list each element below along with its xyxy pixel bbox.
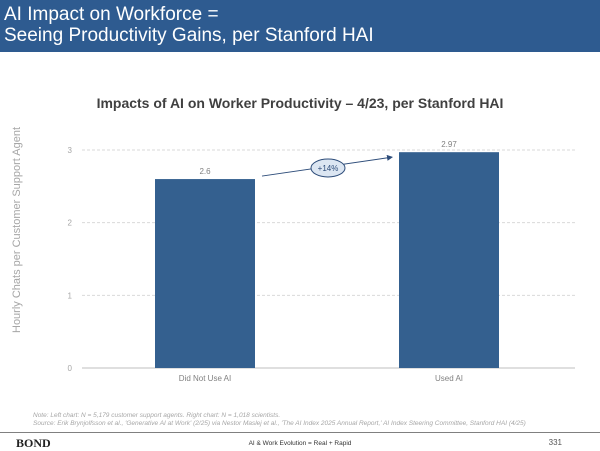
y-tick-label: 2 <box>68 219 73 228</box>
chart-title: Impacts of AI on Worker Productivity – 4… <box>96 95 504 111</box>
footer-center-text: AI & Work Evolution = Real + Rapid <box>248 440 352 447</box>
chart-note: Note: Left chart: N = 5,179 customer sup… <box>33 412 281 419</box>
footer-divider <box>0 432 600 433</box>
y-tick-label: 1 <box>68 291 73 300</box>
data-label: 2.6 <box>199 167 211 176</box>
y-tick-label: 3 <box>68 146 73 155</box>
chart-source: Source: Erik Brynjolfsson et al., 'Gener… <box>33 420 526 427</box>
x-tick-label: Used AI <box>435 374 463 383</box>
bond-logo: BOND <box>16 436 51 450</box>
header-title-line2: Seeing Productivity Gains, per Stanford … <box>4 25 374 46</box>
page-number: 331 <box>548 438 562 447</box>
y-tick-label: 0 <box>68 364 73 373</box>
annotation-bubble <box>310 158 346 178</box>
annotation-label: +14% <box>318 164 339 173</box>
bar <box>155 179 255 368</box>
bar-chart: 0 1 2 3 2.6 Did Not Use AI 2.97 Used AI +14% <box>68 140 575 383</box>
data-label: 2.97 <box>441 140 457 149</box>
x-tick-label: Did Not Use AI <box>179 374 231 383</box>
header-banner: AI Impact on Workforce = Seeing Productiv… <box>0 0 600 52</box>
header-title-line1: AI Impact on Workforce = <box>4 4 219 25</box>
bar <box>399 152 499 368</box>
